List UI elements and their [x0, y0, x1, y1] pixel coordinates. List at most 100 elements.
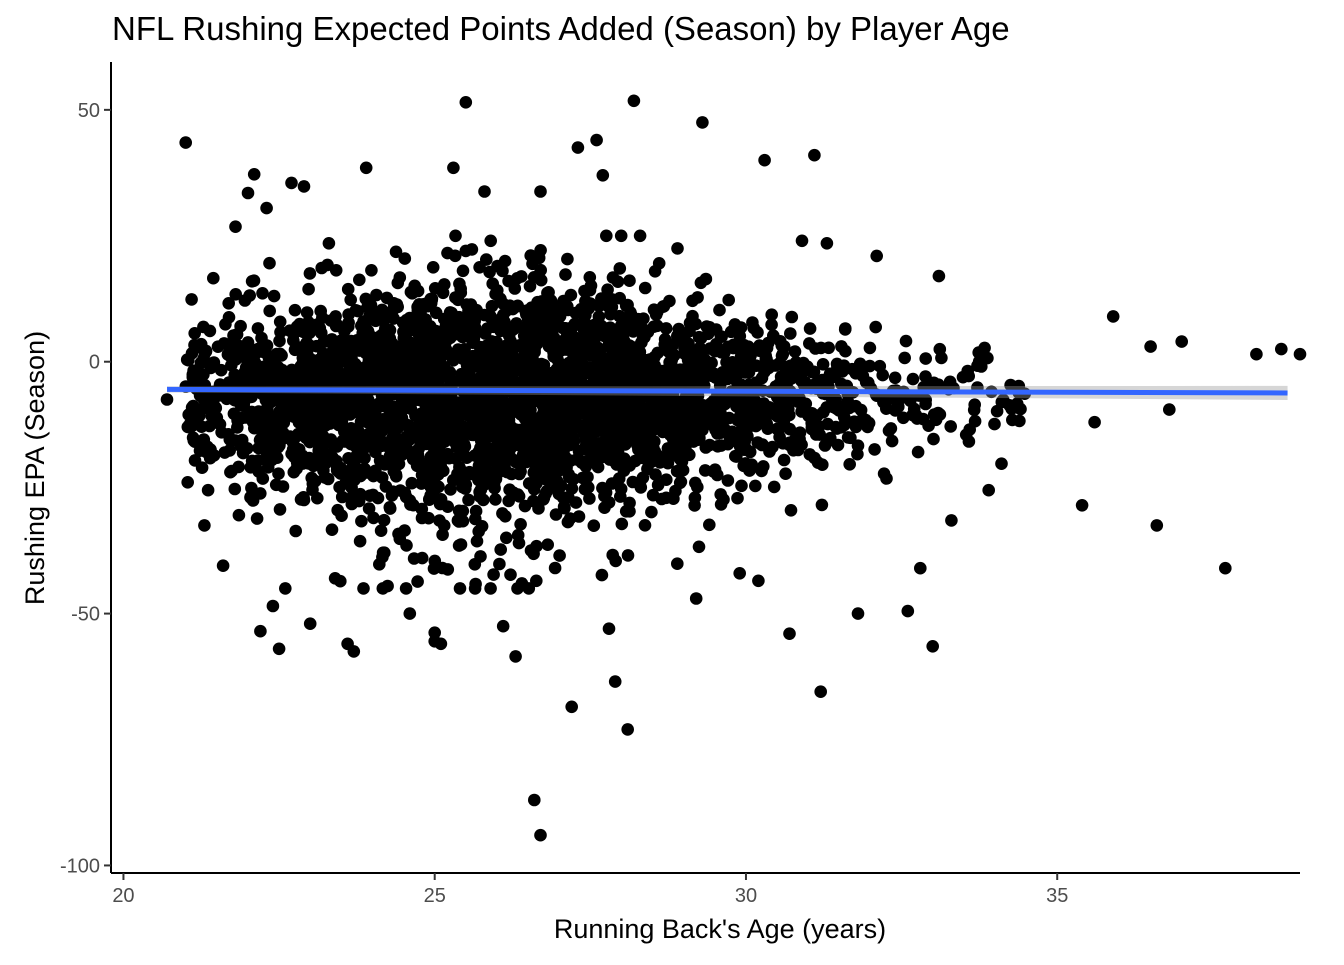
data-point — [524, 280, 537, 293]
data-point — [838, 419, 851, 432]
data-point — [263, 257, 276, 270]
data-point — [870, 250, 883, 263]
data-point — [224, 466, 237, 479]
trend-line — [167, 389, 1288, 393]
data-point — [553, 549, 566, 562]
data-point — [634, 230, 647, 243]
data-point — [703, 519, 716, 532]
data-point — [302, 283, 315, 296]
data-point — [639, 282, 652, 295]
data-point — [327, 438, 340, 451]
data-point — [593, 363, 606, 376]
data-point — [785, 504, 798, 517]
data-point — [377, 582, 390, 595]
data-point — [839, 322, 852, 335]
data-point — [391, 298, 404, 311]
data-point — [842, 431, 855, 444]
data-point — [917, 413, 930, 426]
y-tick-label: -50 — [71, 604, 100, 626]
data-point — [333, 466, 346, 479]
y-axis-title: Rushing EPA (Season) — [20, 331, 50, 605]
data-point — [645, 506, 658, 519]
data-point — [406, 287, 419, 300]
data-point — [625, 416, 638, 429]
data-point — [629, 373, 642, 386]
data-point — [621, 723, 634, 736]
data-point — [480, 450, 493, 463]
data-point — [207, 272, 220, 285]
data-point — [771, 423, 784, 436]
data-point — [616, 518, 629, 531]
data-point — [369, 446, 382, 459]
data-point — [457, 265, 470, 278]
data-point — [531, 465, 544, 478]
data-point — [217, 559, 230, 572]
data-point — [682, 337, 695, 350]
data-point — [231, 328, 244, 341]
data-point — [648, 402, 661, 415]
data-point — [438, 278, 451, 291]
data-point — [255, 332, 268, 345]
data-point — [932, 407, 945, 420]
x-tick-label: 30 — [735, 885, 757, 907]
data-point — [900, 335, 913, 348]
data-point — [233, 509, 246, 522]
data-point — [710, 338, 723, 351]
data-point — [734, 440, 747, 453]
data-point — [534, 185, 547, 198]
data-point — [511, 272, 524, 285]
data-point — [203, 420, 216, 433]
data-point — [671, 242, 684, 255]
data-point — [1175, 335, 1188, 348]
data-point — [442, 412, 455, 425]
data-point — [562, 304, 575, 317]
data-point — [693, 541, 706, 554]
data-point — [496, 507, 509, 520]
data-point — [969, 415, 982, 428]
data-point — [690, 592, 703, 605]
data-point — [628, 95, 641, 108]
data-point — [638, 331, 651, 344]
data-point — [795, 405, 808, 418]
data-point — [849, 367, 862, 380]
x-tick-label: 20 — [112, 885, 134, 907]
data-points — [161, 95, 1307, 842]
data-point — [490, 419, 503, 432]
data-point — [868, 443, 881, 456]
data-point — [975, 360, 988, 373]
data-point — [617, 358, 630, 371]
data-point — [161, 393, 174, 406]
data-point — [731, 492, 744, 505]
data-point — [1219, 562, 1232, 575]
data-point — [530, 575, 543, 588]
data-point — [310, 426, 323, 439]
data-point — [392, 352, 405, 365]
data-point — [530, 540, 543, 553]
data-point — [590, 134, 603, 147]
x-tick-label: 35 — [1046, 885, 1068, 907]
data-point — [852, 607, 865, 620]
data-point — [843, 458, 856, 471]
data-point — [606, 293, 619, 306]
data-point — [460, 245, 473, 258]
data-point — [747, 322, 760, 335]
data-point — [467, 318, 480, 331]
data-point — [778, 454, 791, 467]
data-point — [584, 271, 597, 284]
data-point — [235, 374, 248, 387]
data-point — [179, 136, 192, 149]
data-point — [653, 257, 666, 270]
data-point — [382, 335, 395, 348]
data-point — [399, 487, 412, 500]
data-point — [476, 348, 489, 361]
data-point — [863, 417, 876, 430]
data-point — [327, 355, 340, 368]
data-point — [251, 421, 264, 434]
data-point — [561, 371, 574, 384]
data-point — [323, 237, 336, 250]
data-point — [335, 334, 348, 347]
data-point — [784, 327, 797, 340]
data-point — [229, 220, 242, 233]
data-point — [902, 605, 915, 618]
